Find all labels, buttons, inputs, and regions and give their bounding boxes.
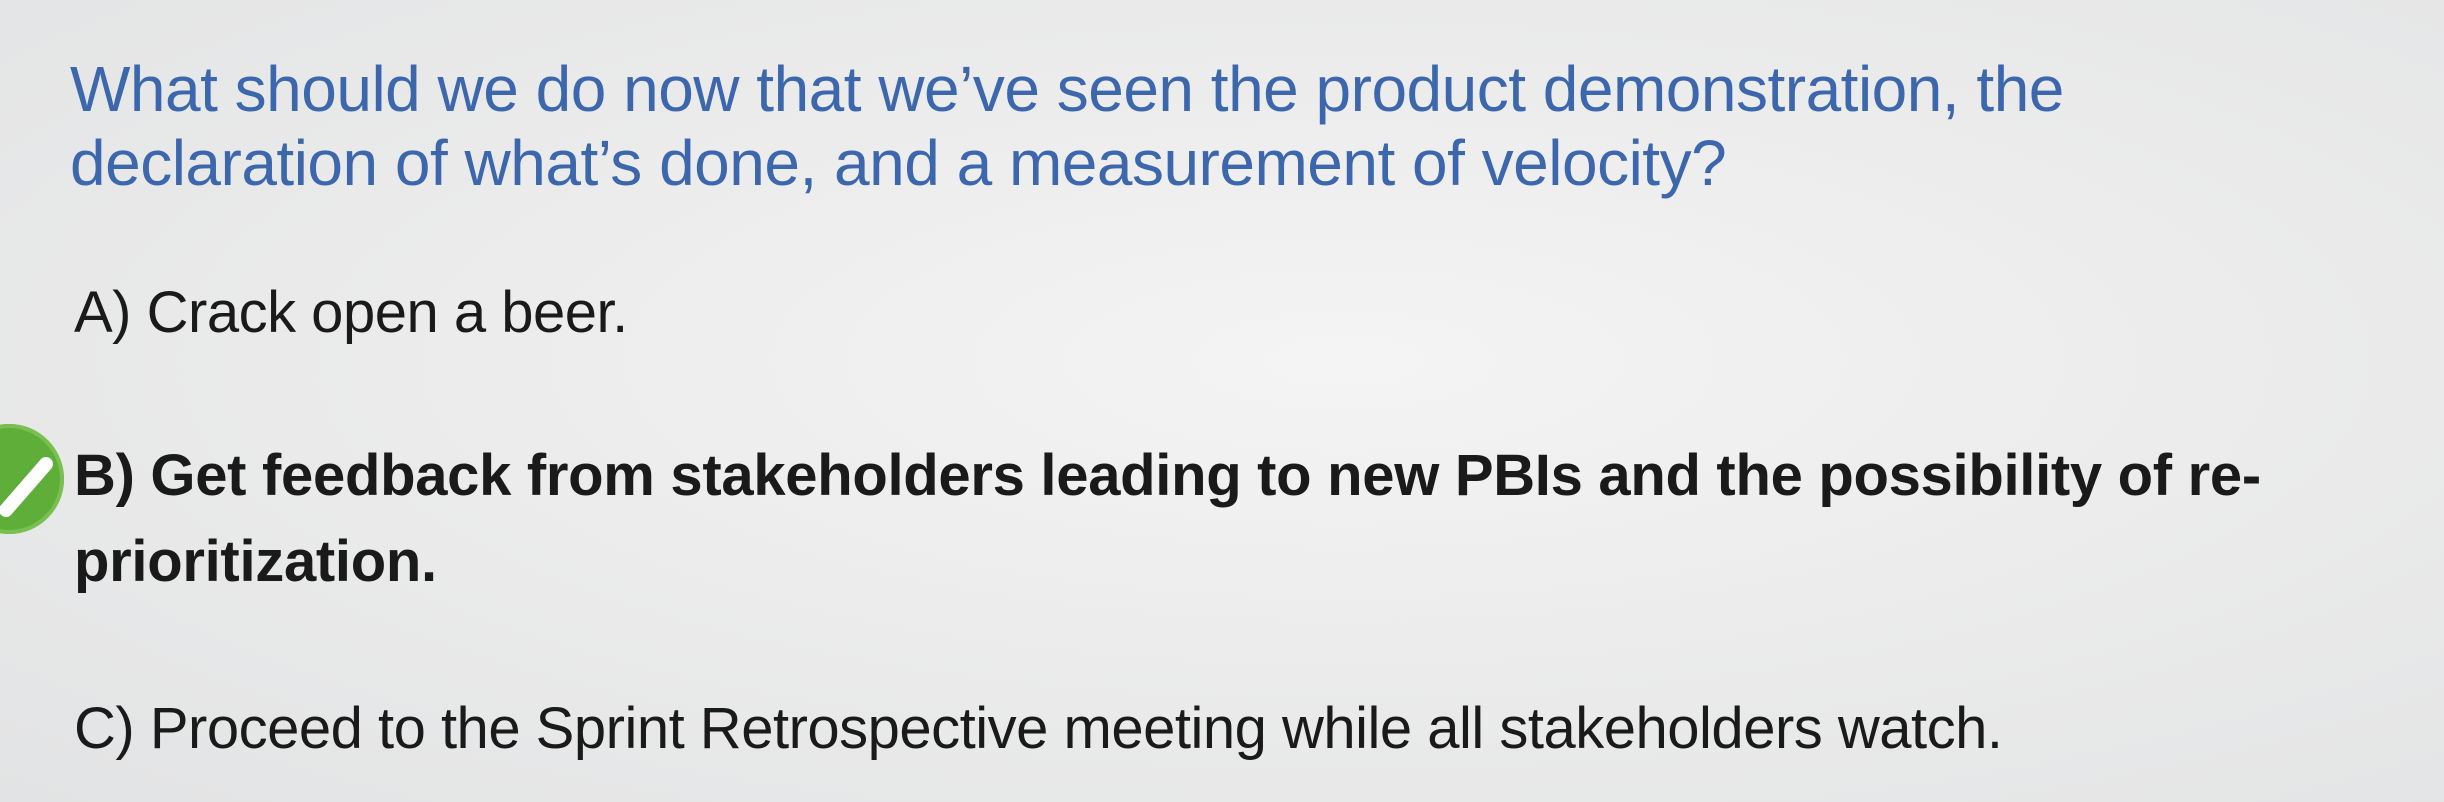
option-a: A) Crack open a beer. bbox=[74, 280, 628, 345]
question-text: What should we do now that we’ve seen th… bbox=[70, 53, 2064, 199]
option-b-correct: B) Get feedback from stakeholders leadin… bbox=[74, 443, 2261, 594]
option-c: C) Proceed to the Sprint Retrospective m… bbox=[74, 696, 2003, 761]
correct-answer-check-icon bbox=[0, 424, 64, 534]
checkmark-icon bbox=[0, 457, 53, 517]
